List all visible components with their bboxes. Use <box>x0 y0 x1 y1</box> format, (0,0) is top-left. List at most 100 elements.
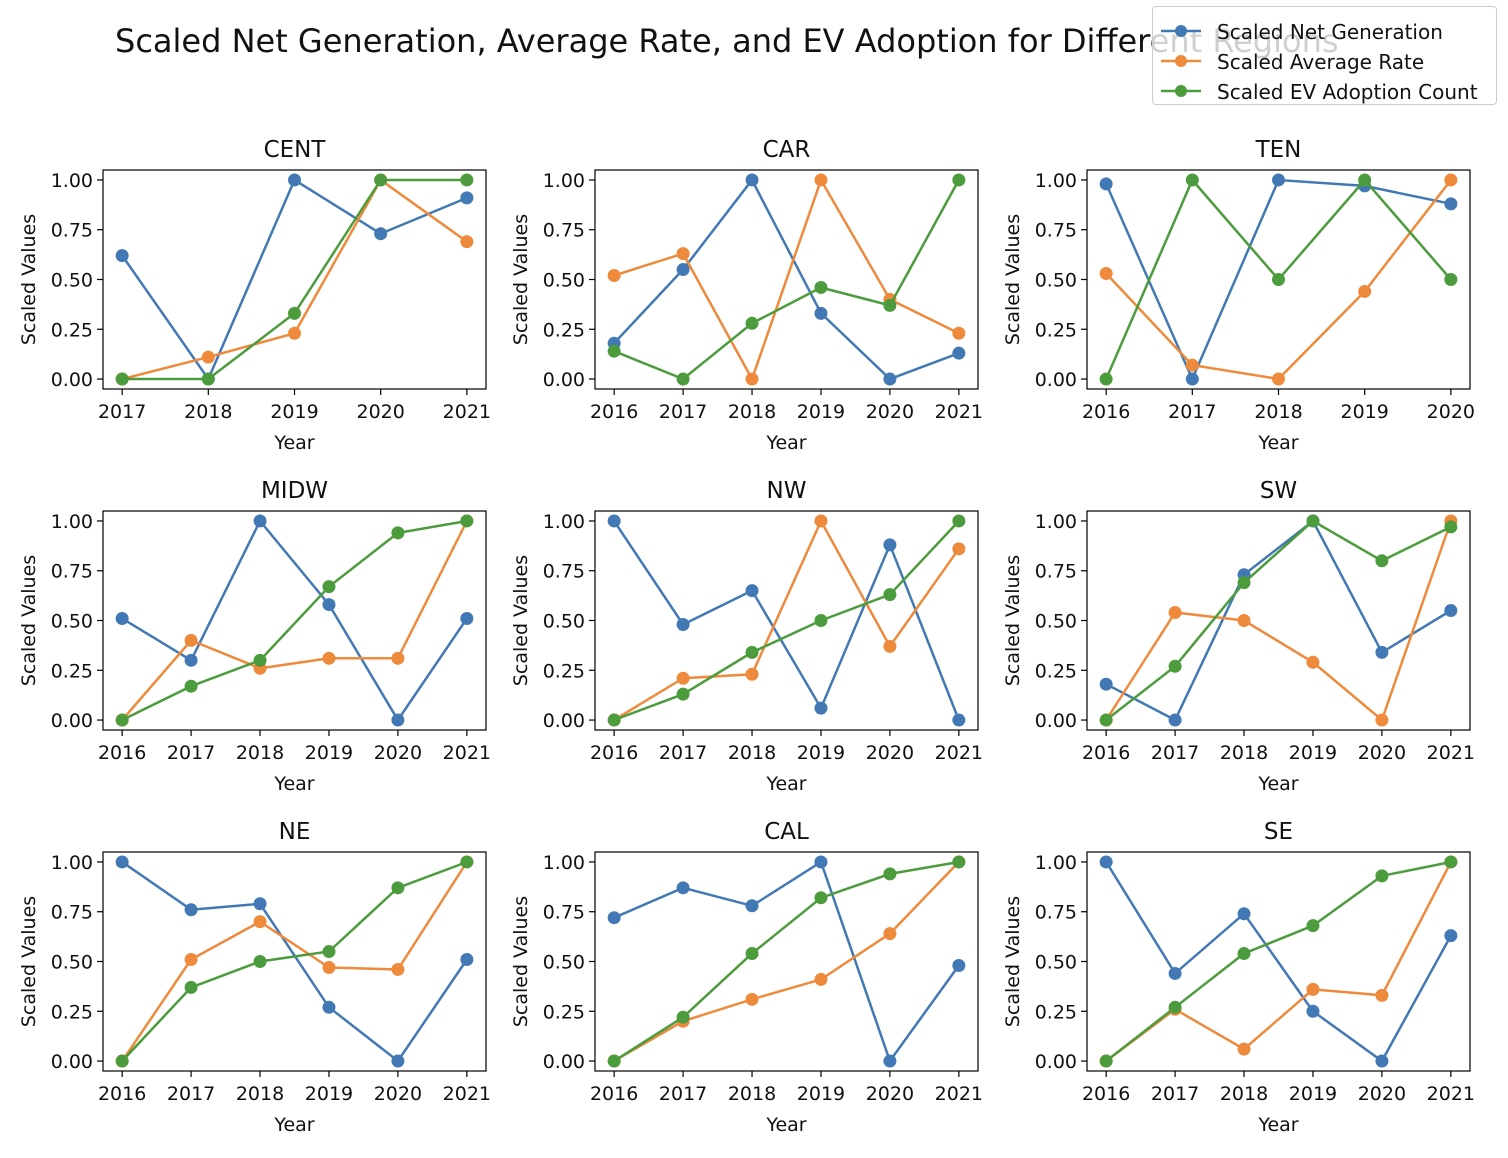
x-tick-label: 2019 <box>305 1083 353 1105</box>
data-point <box>1168 606 1182 620</box>
data-point <box>676 881 690 895</box>
y-tick-label: 0.75 <box>51 902 93 924</box>
data-point <box>184 653 198 667</box>
legend-item-average-rate: Scaled Average Rate <box>1153 46 1496 76</box>
subplot-title: CAL <box>764 819 809 845</box>
y-tick-label: 0.50 <box>543 270 585 292</box>
data-point <box>184 903 198 917</box>
series-ev-adoption <box>607 173 966 386</box>
data-point <box>374 173 388 187</box>
data-point <box>1306 655 1320 669</box>
series-net-generation <box>607 855 966 1068</box>
data-point <box>883 927 897 941</box>
subplot-title: NE <box>279 819 311 845</box>
subplot-title: TEN <box>1255 137 1302 163</box>
x-tick-label: 2021 <box>443 1083 491 1105</box>
data-point <box>952 958 966 972</box>
x-axis-label: Year <box>1257 773 1298 795</box>
data-point <box>676 671 690 685</box>
x-tick-label: 2021 <box>935 1083 983 1105</box>
y-tick-label: 0.00 <box>543 369 585 391</box>
data-point <box>288 326 301 340</box>
y-tick-label: 0.00 <box>1035 369 1077 391</box>
data-point <box>814 614 828 627</box>
data-point <box>115 372 129 386</box>
data-point <box>745 667 759 681</box>
legend-dot <box>1175 55 1187 67</box>
x-tick-label: 2018 <box>184 401 232 423</box>
data-point <box>952 173 966 187</box>
y-tick-label: 0.00 <box>51 369 93 391</box>
data-point <box>1306 919 1320 933</box>
data-point <box>952 326 966 340</box>
series-line <box>613 177 960 383</box>
series-line <box>613 177 960 381</box>
data-point <box>1306 982 1320 996</box>
series-average-rate <box>607 514 966 727</box>
data-point <box>814 280 828 294</box>
data-point <box>1375 988 1389 1002</box>
data-point <box>1444 929 1458 943</box>
data-point <box>814 514 828 528</box>
x-axis-label: Year <box>765 773 806 795</box>
legend: Scaled Net Generation Scaled Average Rat… <box>1152 6 1497 105</box>
y-tick-label: 0.75 <box>51 561 93 583</box>
series-ev-adoption <box>115 855 474 1068</box>
figure-title: Scaled Net Generation, Average Rate, and… <box>115 22 1339 60</box>
x-tick-label: 2019 <box>797 1083 845 1105</box>
data-point <box>1444 520 1458 534</box>
y-tick-label: 0.50 <box>543 611 585 633</box>
data-point <box>322 598 336 612</box>
data-point <box>883 372 897 386</box>
data-point <box>745 645 759 659</box>
x-tick-label: 2017 <box>167 742 215 764</box>
series-line <box>613 860 960 1064</box>
y-tick-label: 0.25 <box>1035 319 1077 341</box>
data-point <box>322 1000 336 1014</box>
subplot-title: SE <box>1264 819 1293 845</box>
x-tick-label: 2019 <box>1340 401 1388 423</box>
data-point <box>1237 576 1251 590</box>
x-axis-label: Year <box>1257 1114 1298 1136</box>
series-line <box>1105 519 1452 722</box>
data-point <box>322 945 336 959</box>
series-line <box>613 179 960 381</box>
y-tick-label: 0.00 <box>51 710 93 732</box>
y-tick-label: 1.00 <box>51 852 93 874</box>
data-point <box>607 911 621 925</box>
x-tick-label: 2018 <box>1254 401 1302 423</box>
x-tick-label: 2016 <box>590 401 638 423</box>
series-ev-adoption <box>1099 514 1458 727</box>
series-net-generation <box>607 514 966 727</box>
data-point <box>745 173 759 187</box>
series-net-generation <box>607 173 966 386</box>
data-point <box>115 855 129 869</box>
x-tick-label: 2021 <box>443 401 491 423</box>
y-axis-label: Scaled Values <box>18 896 40 1027</box>
x-tick-label: 2017 <box>1151 742 1199 764</box>
data-point <box>607 269 621 283</box>
subplot-title: MIDW <box>261 478 328 504</box>
y-tick-label: 0.75 <box>543 561 585 583</box>
y-tick-label: 0.25 <box>51 1001 93 1023</box>
subplot-ne: 0.00 0.25 0.50 0.75 1.00 2016 2017 2018 2019 2020… <box>18 819 491 1136</box>
series-average-rate <box>115 173 474 386</box>
data-point <box>1237 947 1251 961</box>
series-line <box>613 520 960 722</box>
data-point <box>184 980 198 994</box>
y-tick-label: 0.75 <box>1035 561 1077 583</box>
series-average-rate <box>607 173 966 386</box>
x-axis-label: Year <box>273 773 314 795</box>
data-point <box>115 612 129 626</box>
data-point <box>676 687 690 701</box>
series-line <box>1105 861 1453 1062</box>
y-tick-label: 0.25 <box>1035 660 1077 682</box>
axes-frame <box>102 169 487 390</box>
data-point <box>253 915 267 929</box>
x-axis-label: Year <box>273 1114 314 1136</box>
data-point <box>952 542 966 556</box>
x-tick-label: 2017 <box>167 1083 215 1105</box>
subplot-title: CENT <box>264 137 327 163</box>
x-axis-label: Year <box>1257 432 1298 454</box>
